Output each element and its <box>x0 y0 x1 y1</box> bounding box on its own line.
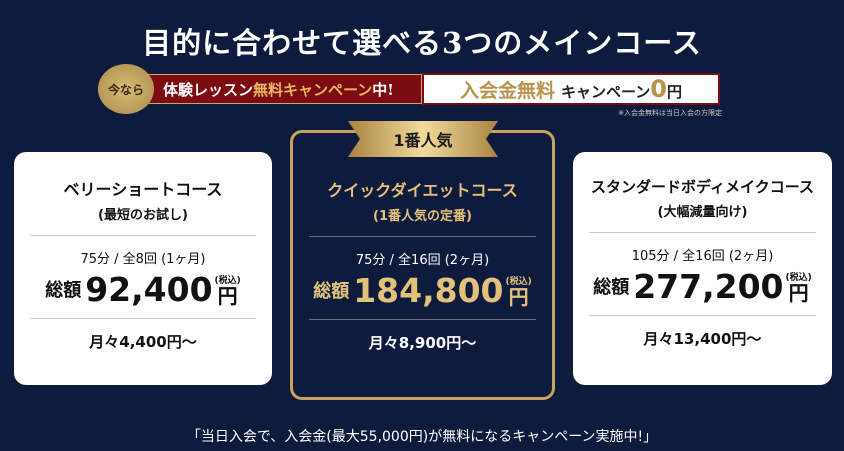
monthly-price: 月々4,400円〜 <box>89 333 197 351</box>
course-duration: 105分 / 全16回 (2ヶ月) <box>631 249 774 264</box>
course-duration: 75分 / 全8回 (1ヶ月) <box>80 252 206 267</box>
divider <box>589 232 816 233</box>
course-duration: 75分 / 全16回 (2ヶ月) <box>355 253 490 268</box>
course-card-quick-diet[interactable]: 1番人気 クイックダイエットコース (1番人気の定番) 75分 / 全16回 (… <box>290 121 555 400</box>
banner-note: ※入会金無料は当日入会の方限定 <box>618 109 722 117</box>
course-card-standard-body-make[interactable]: スタンダードボディメイクコース (大幅減量向け) 105分 / 全16回 (2ヶ… <box>573 152 832 385</box>
banner-text: 体験レッスン <box>163 80 254 99</box>
course-subtitle: (大幅減量向け) <box>657 205 748 220</box>
course-name: ベリーショートコース <box>63 180 223 199</box>
page-title: 目的に合わせて選べる3つのメインコース <box>142 26 702 60</box>
popular-badge: 1番人気 <box>348 121 498 157</box>
divider <box>309 236 536 237</box>
divider <box>30 318 256 319</box>
course-name: クイックダイエットコース <box>327 181 518 200</box>
now-badge: 今なら <box>98 64 154 114</box>
divider <box>589 315 816 316</box>
campaign-label: キャンペーン0円 <box>561 75 682 103</box>
course-price: 総額 277,200 (税込) 円 <box>593 267 812 306</box>
banner-text-end: 中! <box>372 80 394 99</box>
banner-gold-text: 無料キャンペーン <box>253 80 373 99</box>
monthly-price: 月々13,400円〜 <box>643 330 762 348</box>
course-subtitle: (最短のお試し) <box>98 208 188 223</box>
course-subtitle: (1番人気の定番) <box>373 209 472 224</box>
course-price: 総額 92,400 (税込) 円 <box>45 270 241 309</box>
trial-campaign-banner: 体験レッスン 無料キャンペーン 中! <box>140 74 422 104</box>
entry-fee-free: 入会金無料 <box>460 79 556 102</box>
divider <box>309 319 536 320</box>
entry-fee-banner: 入会金無料 キャンペーン0円 <box>422 73 720 105</box>
divider <box>30 235 256 236</box>
campaign-footer: 「当日入会で、入会金(最大55,000円)が無料になるキャンペーン実施中!」 <box>186 429 658 445</box>
course-price: 総額 184,800 (税込) 円 <box>313 271 532 310</box>
course-card-very-short[interactable]: ベリーショートコース (最短のお試し) 75分 / 全8回 (1ヶ月) 総額 92… <box>14 152 272 385</box>
monthly-price: 月々8,900円〜 <box>368 334 477 352</box>
course-name: スタンダードボディメイクコース <box>591 178 814 196</box>
